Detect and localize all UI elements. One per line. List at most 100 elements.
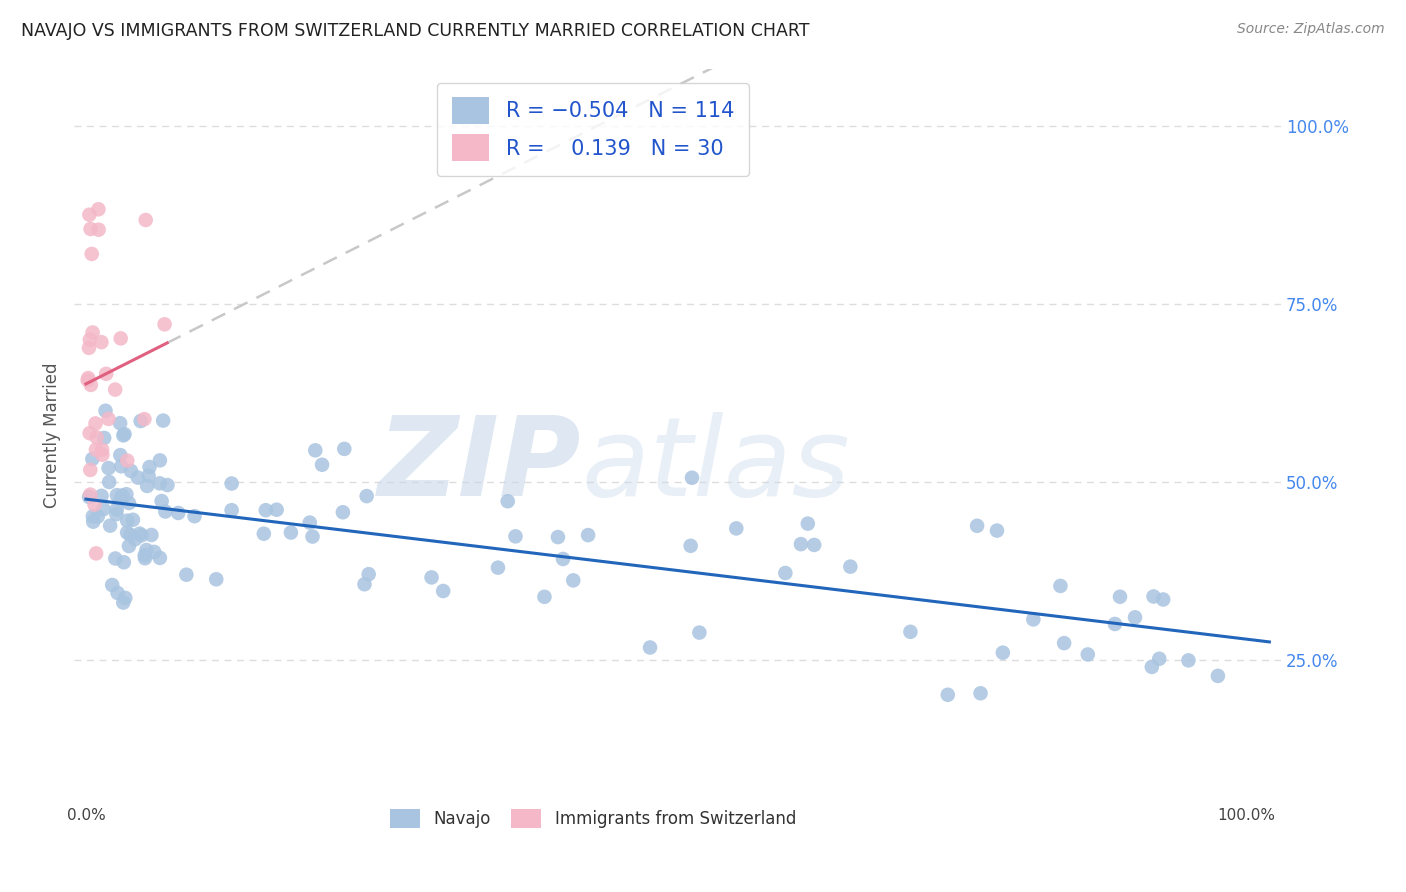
Point xyxy=(112,595,135,609)
Point xyxy=(114,591,136,605)
Point xyxy=(775,566,797,580)
Point xyxy=(77,371,100,385)
Point xyxy=(221,503,243,517)
Point xyxy=(153,318,176,332)
Point xyxy=(86,430,108,444)
Point xyxy=(77,341,100,355)
Point xyxy=(839,559,862,574)
Point xyxy=(84,442,107,457)
Point xyxy=(91,448,114,462)
Point xyxy=(110,459,132,474)
Point xyxy=(82,515,104,529)
Text: ZIP: ZIP xyxy=(378,411,581,518)
Point xyxy=(304,443,326,458)
Point xyxy=(80,378,103,392)
Point xyxy=(1077,648,1099,662)
Point xyxy=(1206,669,1229,683)
Point xyxy=(280,525,302,540)
Text: NAVAJO VS IMMIGRANTS FROM SWITZERLAND CURRENTLY MARRIED CORRELATION CHART: NAVAJO VS IMMIGRANTS FROM SWITZERLAND CU… xyxy=(21,22,810,40)
Point xyxy=(110,331,132,345)
Point xyxy=(82,452,104,467)
Point xyxy=(90,335,112,350)
Point xyxy=(1177,653,1199,667)
Point xyxy=(105,502,128,516)
Point xyxy=(124,533,146,547)
Point xyxy=(134,551,156,566)
Point xyxy=(112,428,135,442)
Point xyxy=(332,505,354,519)
Point xyxy=(986,524,1008,538)
Point xyxy=(1049,579,1071,593)
Point xyxy=(357,567,380,582)
Point xyxy=(790,537,813,551)
Point xyxy=(547,530,569,544)
Point xyxy=(138,468,160,483)
Point xyxy=(131,528,153,542)
Point xyxy=(110,448,132,462)
Y-axis label: Currently Married: Currently Married xyxy=(44,363,60,508)
Point xyxy=(143,545,166,559)
Point xyxy=(90,489,112,503)
Point xyxy=(681,471,703,485)
Legend: Navajo, Immigrants from Switzerland: Navajo, Immigrants from Switzerland xyxy=(384,803,803,835)
Point xyxy=(129,414,152,428)
Point xyxy=(79,426,101,441)
Point xyxy=(120,464,142,478)
Point xyxy=(900,624,922,639)
Point xyxy=(105,488,128,502)
Point xyxy=(298,516,321,530)
Point xyxy=(98,518,121,533)
Point xyxy=(301,530,323,544)
Point xyxy=(576,528,599,542)
Point xyxy=(135,543,157,558)
Point xyxy=(82,326,104,340)
Point xyxy=(83,498,105,512)
Point xyxy=(176,567,198,582)
Point xyxy=(149,453,172,467)
Point xyxy=(117,453,139,467)
Point xyxy=(134,549,156,563)
Point xyxy=(138,460,160,475)
Point xyxy=(79,208,101,222)
Point xyxy=(966,518,988,533)
Point xyxy=(114,427,136,442)
Point xyxy=(253,526,276,541)
Point xyxy=(84,417,107,431)
Point xyxy=(803,538,825,552)
Point xyxy=(79,222,101,236)
Point xyxy=(496,494,519,508)
Point xyxy=(221,476,243,491)
Point xyxy=(156,478,179,492)
Point xyxy=(1149,652,1171,666)
Point xyxy=(167,506,190,520)
Point xyxy=(82,509,104,524)
Point xyxy=(150,494,173,508)
Point xyxy=(1104,617,1126,632)
Point xyxy=(79,487,101,501)
Point xyxy=(533,590,555,604)
Point xyxy=(969,686,991,700)
Point xyxy=(141,528,163,542)
Text: atlas: atlas xyxy=(581,411,849,518)
Point xyxy=(91,442,114,457)
Point xyxy=(79,463,101,477)
Point xyxy=(97,412,120,426)
Point xyxy=(991,646,1014,660)
Point xyxy=(136,479,159,493)
Point xyxy=(183,509,205,524)
Point xyxy=(104,551,127,566)
Point xyxy=(107,586,129,600)
Point xyxy=(149,550,172,565)
Point xyxy=(87,509,110,524)
Point xyxy=(420,570,443,584)
Point xyxy=(115,514,138,528)
Point xyxy=(93,431,115,445)
Point xyxy=(87,202,110,217)
Point xyxy=(94,403,117,417)
Point xyxy=(98,475,121,489)
Point xyxy=(1123,610,1146,624)
Point xyxy=(333,442,356,456)
Point xyxy=(505,529,527,543)
Point xyxy=(79,333,101,347)
Point xyxy=(266,502,288,516)
